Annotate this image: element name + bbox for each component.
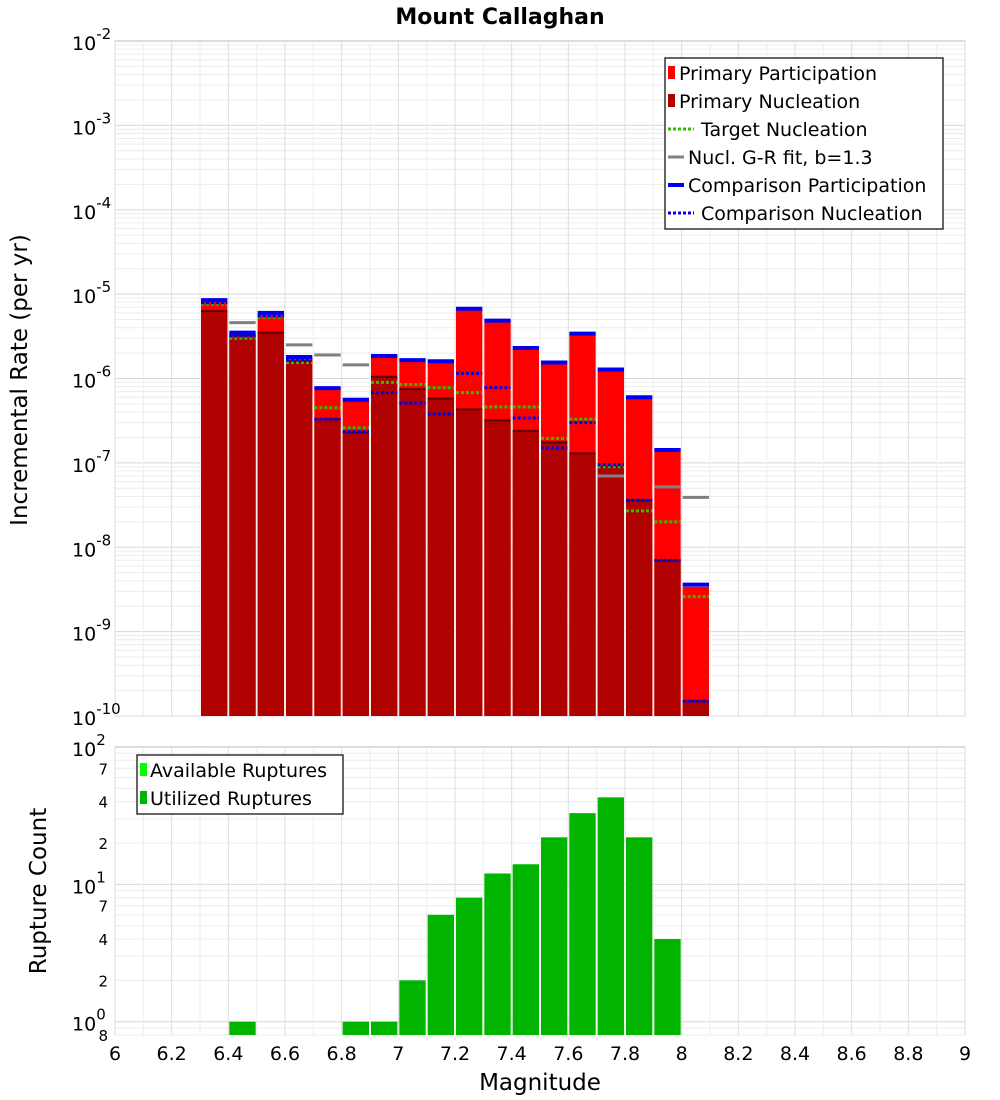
top-bars [201, 300, 709, 716]
x-tick-label: 8.2 [723, 1043, 753, 1065]
bar-primary-nucleation [597, 466, 624, 716]
bar-utilized-ruptures [654, 939, 681, 1035]
bar-primary-nucleation [201, 311, 228, 716]
bar-utilized-ruptures [229, 1021, 256, 1035]
bar-primary-nucleation [257, 332, 284, 716]
top-panel: 10-2 10-3 10-4 10-5 10-6 10-7 10-8 10-9 10-10 In… [7, 25, 966, 730]
top-legend-box [664, 57, 944, 230]
bottom-y-minor-tick-label: 7 [98, 760, 108, 778]
top-legend: Primary Participation Primary Nucleation… [664, 57, 944, 230]
bar-primary-nucleation [286, 361, 313, 716]
top-y-ticks: 10-2 10-3 10-4 10-5 10-6 10-7 10-8 10-9 10-10 [72, 25, 121, 730]
bar-utilized-ruptures [484, 873, 511, 1035]
bar-primary-nucleation [427, 398, 454, 716]
bar-primary-nucleation [484, 420, 511, 716]
bar-primary-nucleation [541, 442, 568, 716]
bar-primary-nucleation [654, 560, 681, 716]
legend-label-target-nucleation: Target Nucleation [700, 119, 868, 141]
top-y-tick-label: 10-9 [72, 616, 111, 646]
bar-utilized-ruptures [342, 1021, 369, 1035]
legend-label-gr-fit: Nucl. G-R fit, b=1.3 [688, 147, 873, 169]
top-marks [201, 298, 709, 703]
x-ticks: 6 6.2 6.4 6.6 6.8 7 7.2 7.4 7.6 7.8 8 8.2 8.4 8.6 8.8 9 [109, 1043, 971, 1065]
top-y-tick-label: 10-8 [72, 531, 111, 561]
x-tick-label: 8.4 [780, 1043, 810, 1065]
top-y-tick-label: 10-10 [72, 700, 121, 730]
bar-primary-nucleation [512, 430, 539, 716]
bottom-y-minor-tick-label: 7 [98, 898, 108, 916]
bar-primary-nucleation [229, 334, 256, 716]
bottom-y-minor-tick-label: 4 [98, 931, 108, 949]
x-tick-label: 6.6 [270, 1043, 300, 1065]
bar-primary-nucleation [342, 432, 369, 716]
bottom-legend: Available Ruptures Utilized Ruptures [136, 754, 344, 815]
legend-swatch-available-ruptures [140, 763, 147, 776]
bar-primary-nucleation [626, 500, 653, 716]
top-y-tick-label: 10-4 [72, 194, 111, 224]
bottom-panel: 102 101 100 7 4 2 7 4 2 8 6 6.2 6.4 6.6 6.8 7 7.2 7.4 7.6… [26, 731, 971, 1096]
top-y-tick-label: 10-7 [72, 447, 111, 477]
x-tick-label: 8.8 [893, 1043, 923, 1065]
bar-utilized-ruptures [626, 837, 653, 1035]
top-y-tick-label: 10-6 [72, 363, 111, 393]
bar-primary-nucleation [569, 453, 596, 716]
bar-primary-nucleation [399, 389, 426, 716]
legend-label-utilized-ruptures: Utilized Ruptures [150, 788, 312, 810]
legend-label-primary-participation: Primary Participation [679, 63, 877, 85]
bottom-y-major-tick-label: 102 [72, 731, 106, 761]
bottom-y-minor-tick-label: 8 [98, 1027, 108, 1045]
bar-primary-nucleation [456, 409, 483, 716]
bottom-y-ticks: 102 101 100 7 4 2 7 4 2 8 [72, 731, 108, 1045]
bottom-y-minor-tick-label: 2 [98, 972, 108, 990]
x-tick-label: 7.6 [553, 1043, 583, 1065]
bar-utilized-ruptures [456, 897, 483, 1035]
x-tick-label: 7.4 [497, 1043, 527, 1065]
x-tick-label: 9 [959, 1043, 971, 1065]
top-y-axis-label: Incremental Rate (per yr) [7, 234, 33, 526]
x-tick-label: 6.2 [157, 1043, 187, 1065]
bar-utilized-ruptures [512, 864, 539, 1035]
top-y-tick-label: 10-5 [72, 278, 111, 308]
legend-swatch-primary-nucleation [668, 94, 675, 107]
bottom-y-major-tick-label: 100 [72, 1006, 106, 1036]
bottom-y-minor-tick-label: 4 [98, 794, 108, 812]
x-tick-label: 6.8 [327, 1043, 357, 1065]
x-tick-label: 8.6 [837, 1043, 867, 1065]
bar-primary-nucleation [682, 701, 709, 716]
bar-utilized-ruptures [541, 837, 568, 1035]
legend-swatch-utilized-ruptures [140, 791, 147, 804]
bottom-legend-box [136, 754, 344, 815]
x-tick-label: 7.8 [610, 1043, 640, 1065]
chart-title: Mount Callaghan [395, 5, 604, 30]
legend-swatch-primary-participation [668, 66, 675, 79]
legend-label-comparison-nucleation: Comparison Nucleation [701, 203, 923, 225]
bottom-y-minor-tick-label: 2 [98, 835, 108, 853]
legend-label-available-ruptures: Available Ruptures [150, 760, 327, 782]
bar-primary-nucleation [314, 419, 341, 716]
bar-utilized-ruptures [371, 1021, 398, 1035]
x-axis-label: Magnitude [479, 1070, 601, 1096]
bottom-y-axis-label: Rupture Count [26, 808, 52, 974]
bar-utilized-ruptures [399, 980, 426, 1035]
bottom-y-major-tick-label: 101 [72, 868, 106, 898]
legend-label-comparison-participation: Comparison Participation [688, 175, 926, 197]
top-y-tick-label: 10-3 [72, 109, 111, 139]
x-tick-label: 8 [676, 1043, 688, 1065]
top-y-tick-label: 10-2 [72, 25, 111, 55]
x-tick-label: 7.2 [440, 1043, 470, 1065]
bar-utilized-ruptures [569, 813, 596, 1035]
bar-utilized-ruptures [597, 797, 624, 1035]
x-tick-label: 6.4 [213, 1043, 243, 1065]
bar-primary-participation [682, 586, 709, 716]
x-tick-label: 7 [392, 1043, 404, 1065]
legend-label-primary-nucleation: Primary Nucleation [679, 91, 860, 113]
bottom-bars [229, 797, 681, 1035]
x-tick-label: 6 [109, 1043, 121, 1065]
bar-primary-nucleation [371, 376, 398, 716]
bar-utilized-ruptures [427, 914, 454, 1035]
